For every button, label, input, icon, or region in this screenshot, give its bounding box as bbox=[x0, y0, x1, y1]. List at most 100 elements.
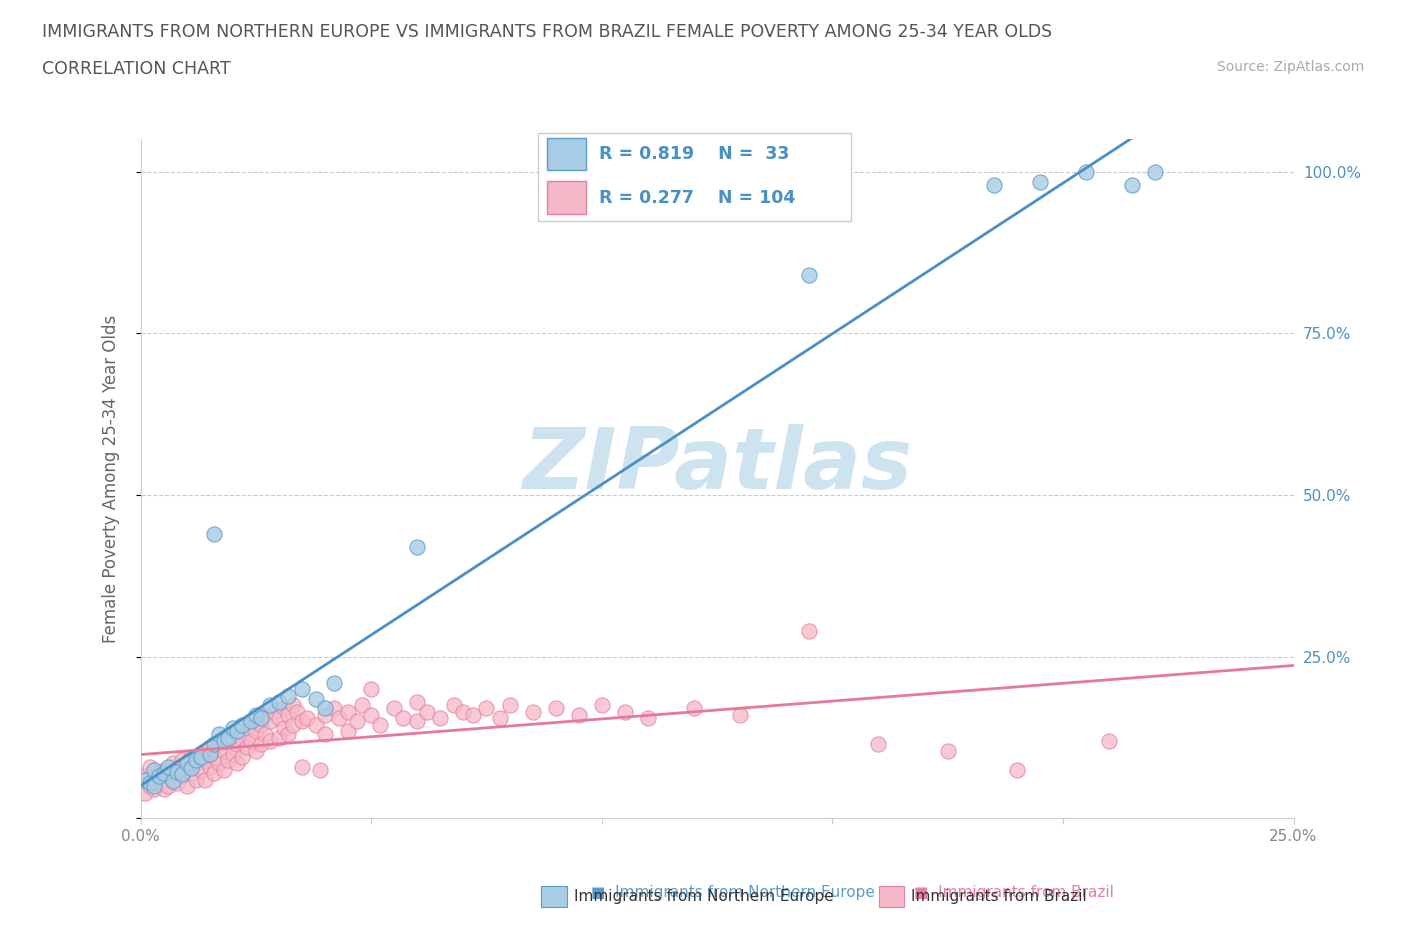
Point bbox=[799, 268, 821, 283]
Point bbox=[240, 734, 263, 749]
Y-axis label: Female Poverty Among 25-34 Year Olds: Female Poverty Among 25-34 Year Olds bbox=[101, 315, 120, 643]
Point bbox=[360, 708, 382, 723]
Point bbox=[217, 730, 239, 745]
Point bbox=[337, 724, 360, 738]
Point bbox=[453, 704, 475, 719]
Point bbox=[591, 698, 613, 712]
Point bbox=[190, 746, 212, 761]
Point bbox=[212, 763, 235, 777]
Point bbox=[172, 767, 194, 782]
Point bbox=[194, 772, 217, 787]
Point bbox=[568, 708, 591, 723]
Point bbox=[314, 727, 336, 742]
Point bbox=[166, 763, 188, 777]
Point bbox=[240, 714, 263, 729]
Point bbox=[936, 743, 959, 758]
Point bbox=[198, 746, 221, 761]
Point bbox=[157, 759, 180, 774]
Point bbox=[281, 698, 304, 712]
Point bbox=[176, 759, 198, 774]
Point bbox=[323, 675, 346, 690]
Point bbox=[287, 704, 309, 719]
Text: R = 0.277    N = 104: R = 0.277 N = 104 bbox=[599, 189, 796, 207]
Point bbox=[406, 539, 429, 554]
Point bbox=[235, 740, 257, 755]
Point bbox=[184, 772, 207, 787]
Point bbox=[212, 734, 235, 749]
Point bbox=[166, 776, 188, 790]
Point bbox=[291, 759, 314, 774]
Point bbox=[134, 785, 156, 800]
FancyBboxPatch shape bbox=[537, 133, 851, 221]
Point bbox=[305, 717, 328, 732]
Point bbox=[314, 701, 336, 716]
Point bbox=[245, 708, 267, 723]
Point bbox=[277, 708, 299, 723]
Point bbox=[267, 711, 290, 725]
Point bbox=[198, 740, 221, 755]
Point bbox=[143, 763, 166, 777]
Point bbox=[868, 737, 890, 751]
Point bbox=[217, 734, 239, 749]
Point bbox=[1029, 174, 1052, 189]
Point bbox=[231, 717, 253, 732]
Point bbox=[263, 704, 285, 719]
Point bbox=[461, 708, 484, 723]
Point bbox=[799, 623, 821, 638]
Point bbox=[208, 756, 231, 771]
Point bbox=[134, 769, 156, 784]
Point bbox=[139, 759, 162, 774]
Point bbox=[134, 772, 156, 787]
Point bbox=[180, 761, 202, 776]
Point bbox=[143, 772, 166, 787]
Point bbox=[152, 765, 174, 780]
Text: Immigrants from Brazil: Immigrants from Brazil bbox=[911, 889, 1087, 904]
Point bbox=[291, 682, 314, 697]
Point bbox=[406, 714, 429, 729]
Text: Source: ZipAtlas.com: Source: ZipAtlas.com bbox=[1216, 60, 1364, 74]
Point bbox=[415, 704, 437, 719]
Point bbox=[291, 714, 314, 729]
Point bbox=[309, 763, 332, 777]
Point bbox=[245, 743, 267, 758]
Point bbox=[254, 708, 277, 723]
Point bbox=[683, 701, 706, 716]
Point bbox=[346, 714, 368, 729]
Point bbox=[157, 778, 180, 793]
Point bbox=[180, 765, 202, 780]
Point bbox=[202, 765, 225, 780]
Point bbox=[370, 717, 392, 732]
Point bbox=[212, 743, 235, 758]
Text: ■  Immigrants from Northern Europe: ■ Immigrants from Northern Europe bbox=[591, 885, 875, 900]
Bar bbox=[547, 181, 586, 214]
Point bbox=[235, 721, 257, 736]
Point bbox=[350, 698, 373, 712]
Point bbox=[176, 756, 198, 771]
Point bbox=[259, 734, 281, 749]
Point bbox=[190, 750, 212, 764]
Point bbox=[273, 721, 295, 736]
Point bbox=[157, 769, 180, 784]
Text: CORRELATION CHART: CORRELATION CHART bbox=[42, 60, 231, 78]
Point bbox=[1144, 165, 1167, 179]
Point bbox=[184, 756, 207, 771]
Point bbox=[208, 737, 231, 751]
Point bbox=[143, 782, 166, 797]
Point bbox=[222, 721, 245, 736]
Point bbox=[382, 701, 405, 716]
Point bbox=[267, 695, 290, 710]
Point bbox=[162, 774, 184, 789]
Point bbox=[267, 730, 290, 745]
Point bbox=[443, 698, 465, 712]
Point bbox=[522, 704, 544, 719]
Point bbox=[1121, 178, 1143, 193]
Point bbox=[231, 750, 253, 764]
Point bbox=[245, 724, 267, 738]
Point bbox=[208, 727, 231, 742]
Point bbox=[152, 763, 174, 777]
Point bbox=[429, 711, 451, 725]
Point bbox=[231, 730, 253, 745]
Point bbox=[226, 737, 249, 751]
Point bbox=[226, 756, 249, 771]
Text: Immigrants from Northern Europe: Immigrants from Northern Europe bbox=[574, 889, 834, 904]
